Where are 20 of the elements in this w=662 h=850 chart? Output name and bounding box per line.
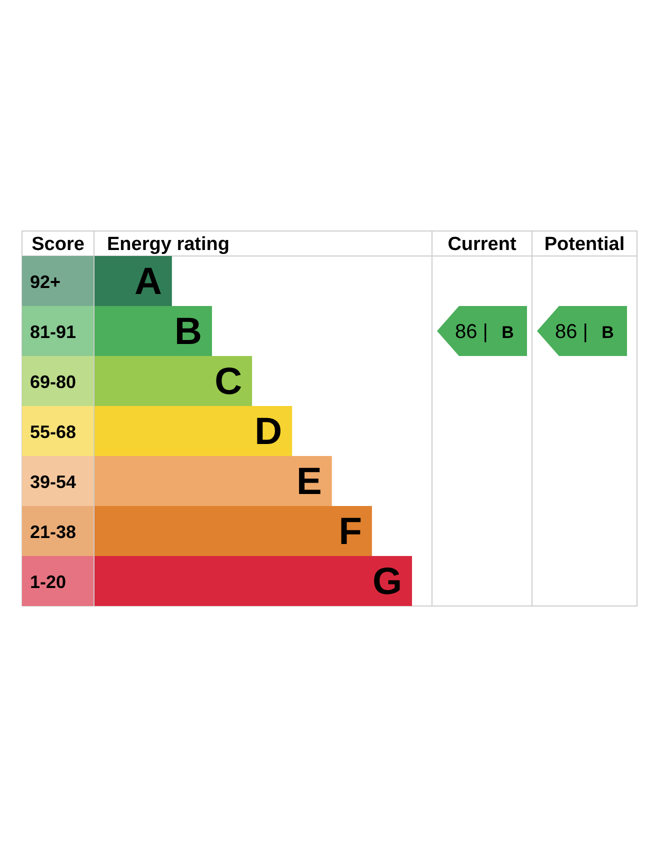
y-tick-label: 81-91 — [30, 322, 76, 342]
y-tick-label: 1-20 — [30, 572, 66, 592]
annotation: A — [134, 261, 162, 303]
y-tick-label: 92+ — [30, 272, 61, 292]
y-tick-label: 21-38 — [30, 522, 76, 542]
annotation: E — [296, 461, 322, 503]
x-axis-title: Energy rating — [107, 234, 230, 255]
annotation: C — [214, 361, 242, 403]
text: Potential — [544, 234, 625, 255]
y-tick-label: 55-68 — [30, 422, 76, 442]
text: Current — [448, 234, 517, 255]
text: 86 | B — [455, 321, 514, 343]
annotation: B — [174, 311, 202, 353]
text: Score — [32, 234, 84, 255]
y-tick-label: 69-80 — [30, 372, 76, 392]
annotation: D — [254, 411, 282, 453]
annotation: G — [372, 561, 402, 603]
annotation: F — [338, 511, 362, 553]
y-tick-label: 39-54 — [30, 472, 76, 492]
text: 86 | B — [555, 321, 614, 343]
